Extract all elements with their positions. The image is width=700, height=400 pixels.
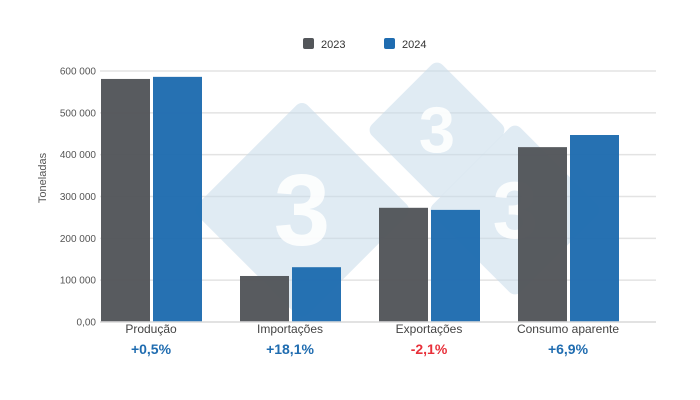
legend-swatch <box>303 38 314 49</box>
watermark-diamond <box>195 103 409 317</box>
y-tick-label: 300 000 <box>60 192 97 203</box>
bar-2023 <box>240 275 289 322</box>
x-tick-label: Produção <box>125 322 177 336</box>
watermark-diamond <box>369 62 505 198</box>
legend-label: 2024 <box>402 39 426 51</box>
watermark-logo: 3 <box>195 103 409 317</box>
y-tick-label: 100 000 <box>60 276 97 287</box>
change-label: +0,5% <box>131 341 172 357</box>
watermark-text: 3 <box>274 154 330 267</box>
change-label: -2,1% <box>411 341 448 357</box>
y-tick-label: 500 000 <box>60 108 97 119</box>
y-tick-label: 0,00 <box>77 318 97 329</box>
bar-2023 <box>101 78 150 322</box>
watermark-logo: 3 <box>369 62 505 198</box>
x-tick-label: Consumo aparente <box>517 322 619 336</box>
y-tick-label: 400 000 <box>60 150 97 161</box>
legend-item-2024[interactable]: 2024 <box>384 38 426 51</box>
y-axis-label: Toneladas <box>37 152 49 203</box>
y-tick-label: 200 000 <box>60 234 97 245</box>
bar-2023 <box>379 207 428 322</box>
x-tick-label: Importações <box>257 322 323 336</box>
x-tick-label: Exportações <box>396 322 463 336</box>
bar-2024 <box>292 267 341 322</box>
bar-2024 <box>153 76 202 323</box>
bar-2023 <box>518 147 567 322</box>
legend-label: 2023 <box>321 39 345 51</box>
change-label: +6,9% <box>548 341 589 357</box>
watermark-text: 3 <box>419 94 455 167</box>
change-label: +18,1% <box>266 341 314 357</box>
legend-item-2023[interactable]: 2023 <box>303 38 345 51</box>
bar-2024 <box>431 209 480 322</box>
legend-swatch <box>384 38 395 49</box>
bar-2024 <box>570 135 619 322</box>
y-tick-label: 600 000 <box>60 67 97 78</box>
